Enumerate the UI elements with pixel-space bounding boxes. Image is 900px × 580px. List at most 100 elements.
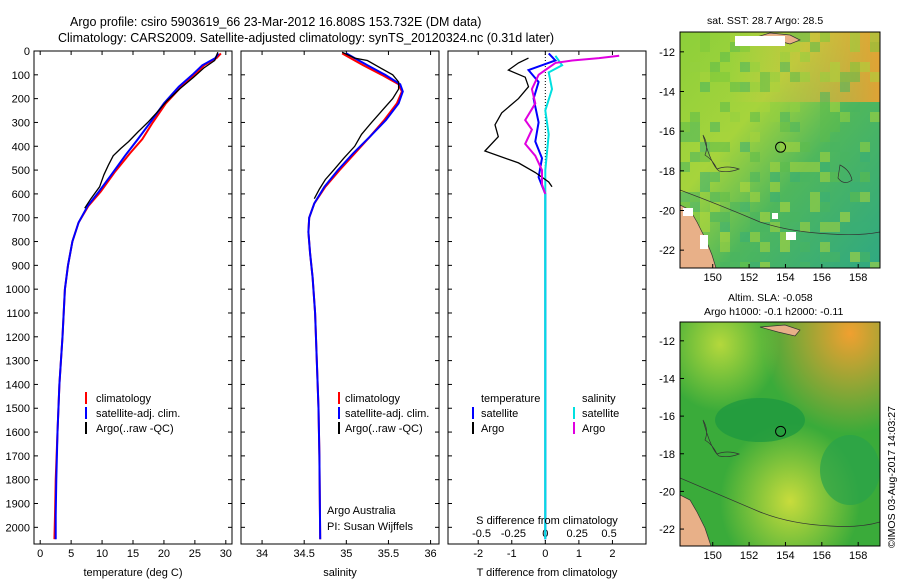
map-y-tick-label: -18 bbox=[659, 166, 675, 178]
sst-cell bbox=[860, 252, 870, 262]
legend-sat: satellite-adj. clim. bbox=[96, 408, 180, 420]
x-tick-label: -1 bbox=[507, 548, 517, 560]
sst-cell bbox=[860, 142, 870, 152]
sst-cell bbox=[720, 132, 730, 142]
map-y-tick-label: -16 bbox=[659, 126, 675, 138]
sst-cell bbox=[780, 142, 790, 152]
y-tick-label: 1600 bbox=[6, 427, 30, 439]
difference-xlabel: T difference from climatology bbox=[477, 567, 618, 579]
sst-cell bbox=[860, 62, 870, 72]
sst-cell bbox=[820, 192, 830, 202]
x-tick-label: 25 bbox=[189, 548, 201, 560]
sst-map-frame bbox=[679, 31, 881, 269]
legend-ssat: satellite bbox=[582, 408, 619, 420]
sst-cell bbox=[750, 252, 760, 262]
sst-cell bbox=[810, 202, 820, 212]
sst-cell bbox=[700, 182, 710, 192]
sst-cell bbox=[760, 212, 770, 222]
map-x-tick-label: 154 bbox=[776, 272, 794, 284]
sst-cell bbox=[840, 152, 850, 162]
salinity-series bbox=[307, 51, 404, 540]
sst-cell bbox=[810, 192, 820, 202]
missing-data bbox=[786, 232, 796, 240]
series-line bbox=[307, 52, 403, 540]
sst-cell bbox=[800, 242, 810, 252]
sst-cell bbox=[700, 32, 710, 42]
y-tick-label: 0 bbox=[24, 46, 30, 58]
map-y-tick-label: -18 bbox=[659, 449, 675, 461]
sst-cell bbox=[830, 222, 840, 232]
sst-cell bbox=[830, 62, 840, 72]
sst-cell bbox=[700, 162, 710, 172]
sst-cell bbox=[780, 52, 790, 62]
sst-cell bbox=[700, 172, 710, 182]
sst-cell bbox=[750, 172, 760, 182]
s-tick-label: -0.5 bbox=[472, 528, 491, 540]
sst-cell bbox=[690, 152, 700, 162]
sst-cell bbox=[870, 112, 880, 122]
sst-cell bbox=[820, 132, 830, 142]
x-tick-label: 10 bbox=[96, 548, 108, 560]
y-tick-label: 1800 bbox=[6, 475, 30, 487]
sla-map-title1: Altim. SLA: -0.058 bbox=[728, 292, 813, 304]
sst-cell bbox=[850, 222, 860, 232]
sst-cell bbox=[830, 112, 840, 122]
x-tick-label: 35.5 bbox=[378, 548, 399, 560]
sst-cell bbox=[780, 122, 790, 132]
sst-cell bbox=[770, 192, 780, 202]
series-line bbox=[524, 54, 620, 195]
sst-cell bbox=[770, 222, 780, 232]
annotation-argo-australia: Argo Australia bbox=[327, 505, 396, 517]
s-tick-label: -0.25 bbox=[501, 528, 526, 540]
sst-cell bbox=[720, 242, 730, 252]
sst-map-title: sat. SST: 28.7 Argo: 28.5 bbox=[707, 15, 823, 27]
missing-data bbox=[683, 208, 693, 216]
header-line1: Argo profile: csiro 5903619_66 23-Mar-20… bbox=[70, 15, 481, 29]
sst-cell bbox=[750, 232, 760, 242]
sst-cell bbox=[850, 42, 860, 52]
sst-cell bbox=[690, 122, 700, 132]
map-y-tick-label: -22 bbox=[659, 524, 675, 536]
sst-cell bbox=[750, 222, 760, 232]
sst-cell bbox=[850, 72, 860, 82]
sst-cell bbox=[760, 102, 770, 112]
sst-cell bbox=[850, 252, 860, 262]
sst-cell bbox=[840, 212, 850, 222]
sst-cell bbox=[760, 222, 770, 232]
map-x-tick-label: 154 bbox=[776, 550, 794, 562]
legend-sargo: Argo bbox=[582, 423, 605, 435]
sst-cell bbox=[690, 112, 700, 122]
sst-cell bbox=[720, 102, 730, 112]
y-tick-label: 1900 bbox=[6, 499, 30, 511]
legend-tsat: satellite bbox=[481, 408, 518, 420]
map-y-tick-label: -12 bbox=[659, 336, 675, 348]
sst-cell bbox=[710, 122, 720, 132]
sst-cell bbox=[830, 142, 840, 152]
sst-cell bbox=[790, 42, 800, 52]
sst-cell bbox=[800, 142, 810, 152]
sst-cell bbox=[810, 42, 820, 52]
sst-cell bbox=[770, 162, 780, 172]
sst-cell bbox=[700, 142, 710, 152]
sst-cell bbox=[720, 52, 730, 62]
y-tick-label: 1000 bbox=[6, 284, 30, 296]
y-tick-label: 1700 bbox=[6, 451, 30, 463]
annotation-pi: PI: Susan Wijffels bbox=[327, 521, 413, 533]
sst-cell bbox=[770, 82, 780, 92]
imos-stamp: ©IMOS 03-Aug-2017 14:03:27 bbox=[886, 406, 898, 548]
sst-cell bbox=[690, 62, 700, 72]
map-y-tick-label: -20 bbox=[659, 205, 675, 217]
series-line bbox=[54, 52, 220, 540]
sst-cell bbox=[720, 192, 730, 202]
sst-cell bbox=[720, 72, 730, 82]
sst-cell bbox=[710, 192, 720, 202]
sst-cell bbox=[780, 162, 790, 172]
x-tick-label: 20 bbox=[158, 548, 170, 560]
sst-cell bbox=[780, 62, 790, 72]
map-x-tick-label: 156 bbox=[813, 272, 831, 284]
sst-cell bbox=[710, 72, 720, 82]
sst-cell bbox=[820, 92, 830, 102]
sst-cell bbox=[720, 232, 730, 242]
sst-cell bbox=[760, 72, 770, 82]
